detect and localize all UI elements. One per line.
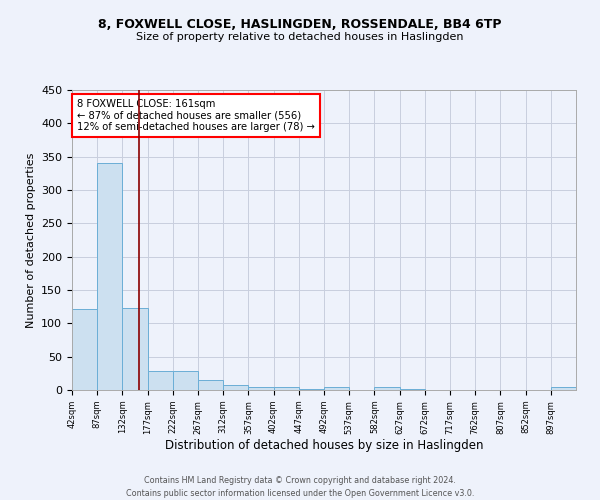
- Bar: [374, 386, 400, 390]
- Bar: [72, 308, 97, 390]
- Text: Contains HM Land Registry data © Crown copyright and database right 2024.
Contai: Contains HM Land Registry data © Crown c…: [126, 476, 474, 498]
- Bar: [173, 372, 198, 390]
- X-axis label: Distribution of detached houses by size in Haslingden: Distribution of detached houses by size …: [165, 439, 483, 452]
- Bar: [198, 380, 223, 390]
- Bar: [299, 388, 324, 390]
- Bar: [274, 388, 299, 390]
- Bar: [324, 388, 349, 390]
- Text: 8, FOXWELL CLOSE, HASLINGDEN, ROSSENDALE, BB4 6TP: 8, FOXWELL CLOSE, HASLINGDEN, ROSSENDALE…: [98, 18, 502, 30]
- Bar: [97, 164, 122, 390]
- Text: 8 FOXWELL CLOSE: 161sqm
← 87% of detached houses are smaller (556)
12% of semi-d: 8 FOXWELL CLOSE: 161sqm ← 87% of detache…: [77, 99, 315, 132]
- Bar: [148, 372, 173, 390]
- Y-axis label: Number of detached properties: Number of detached properties: [26, 152, 35, 328]
- Text: Size of property relative to detached houses in Haslingden: Size of property relative to detached ho…: [136, 32, 464, 42]
- Bar: [223, 384, 248, 390]
- Bar: [248, 386, 274, 390]
- Bar: [122, 308, 148, 390]
- Bar: [551, 388, 576, 390]
